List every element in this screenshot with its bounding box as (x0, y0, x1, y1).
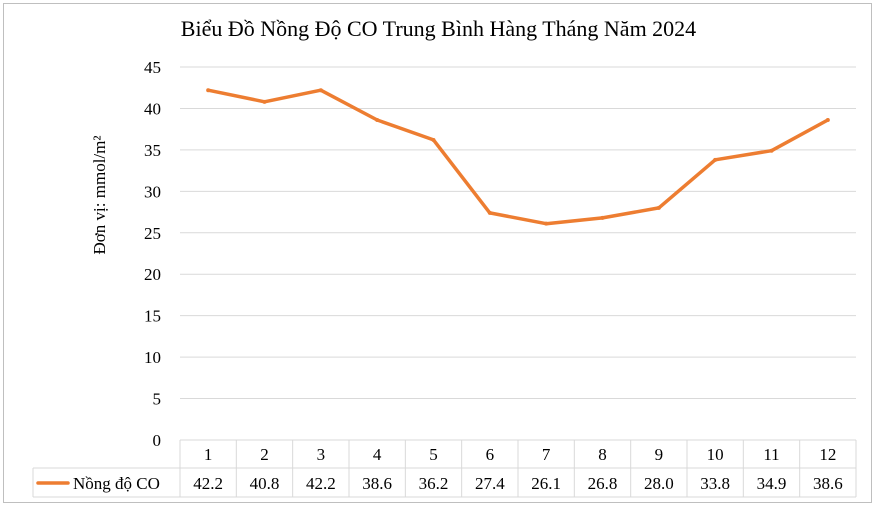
series-line-nong-do-co (206, 88, 830, 226)
data-point (544, 221, 549, 226)
data-label: 34.9 (757, 474, 787, 493)
data-point (656, 205, 661, 210)
data-point (600, 215, 605, 220)
legend-series-name: Nồng độ CO (73, 474, 160, 493)
data-label: 38.6 (362, 474, 392, 493)
data-point (487, 210, 492, 215)
chart-frame (3, 3, 872, 503)
data-label: 42.2 (306, 474, 336, 493)
data-point (713, 157, 718, 162)
gridlines (180, 66, 856, 441)
y-tick-label: 15 (144, 307, 161, 326)
series-layer (206, 88, 830, 226)
x-tick-label: 7 (542, 445, 551, 464)
y-tick-label: 5 (153, 390, 162, 409)
data-point (431, 137, 436, 142)
x-tick-label: 8 (598, 445, 607, 464)
data-label: 26.8 (588, 474, 618, 493)
y-tick-label: 20 (144, 265, 161, 284)
y-axis-label: Đơn vị: mmol/m² (90, 136, 109, 255)
y-tick-label: 40 (144, 99, 161, 118)
data-point (206, 88, 211, 93)
data-label: 28.0 (644, 474, 674, 493)
x-tick-label: 12 (819, 445, 836, 464)
data-label: 36.2 (419, 474, 449, 493)
x-tick-label: 5 (429, 445, 438, 464)
x-tick-label: 2 (260, 445, 269, 464)
data-point (318, 88, 323, 93)
x-tick-label: 4 (373, 445, 382, 464)
data-label: 40.8 (250, 474, 280, 493)
data-label: 33.8 (700, 474, 730, 493)
chart-title: Biểu Đồ Nồng Độ CO Trung Bình Hàng Tháng… (180, 16, 697, 41)
x-tick-label: 11 (763, 445, 779, 464)
x-tick-label: 6 (486, 445, 495, 464)
data-point (825, 118, 830, 123)
y-tick-label: 35 (144, 141, 161, 160)
data-point (262, 99, 267, 104)
y-tick-label: 0 (153, 431, 162, 450)
y-tick-label: 25 (144, 224, 161, 243)
x-tick-label: 10 (707, 445, 724, 464)
data-label: 27.4 (475, 474, 505, 493)
data-point (375, 118, 380, 123)
data-label: 38.6 (813, 474, 843, 493)
x-tick-label: 3 (317, 445, 326, 464)
y-axis-ticks: 0 5 10 15 20 25 30 35 40 45 (144, 58, 161, 450)
x-tick-label: 1 (204, 445, 213, 464)
x-tick-label: 9 (655, 445, 664, 464)
data-point (769, 148, 774, 153)
data-label: 42.2 (193, 474, 223, 493)
y-tick-label: 30 (144, 182, 161, 201)
y-tick-label: 45 (144, 58, 161, 77)
data-label: 26.1 (531, 474, 561, 493)
y-tick-label: 10 (144, 348, 161, 367)
